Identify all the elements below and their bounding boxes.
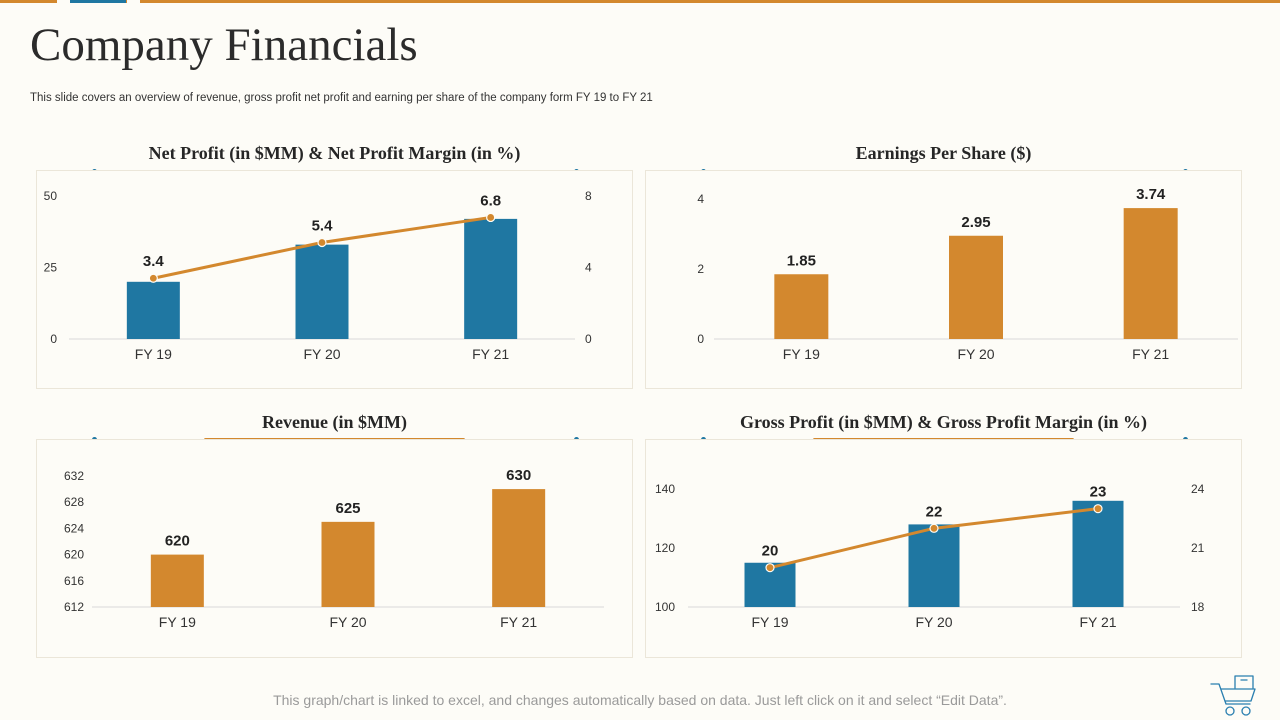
x-tick-label: FY 19 xyxy=(159,614,196,630)
bar xyxy=(150,554,204,607)
chart-title-net-profit: Net Profit (in $MM) & Net Profit Margin … xyxy=(148,143,521,163)
data-label: 5.4 xyxy=(312,217,334,234)
data-label: 6.8 xyxy=(480,192,501,209)
data-label: 3.74 xyxy=(1136,186,1166,203)
y-left-tick-label: 0 xyxy=(50,332,57,346)
bar xyxy=(295,244,349,339)
data-label: 2.95 xyxy=(961,214,990,231)
data-label: 22 xyxy=(926,503,943,520)
x-tick-label: FY 20 xyxy=(329,614,366,630)
x-tick-label: FY 19 xyxy=(783,346,820,362)
data-label: 23 xyxy=(1090,484,1107,501)
data-label: 630 xyxy=(506,467,531,484)
page-subtitle: This slide covers an overview of revenue… xyxy=(30,92,653,104)
y-left-tick-label: 100 xyxy=(655,600,675,614)
top-blue-accent xyxy=(70,0,126,3)
y-right-tick-label: 24 xyxy=(1191,482,1205,496)
y-left-tick-label: 632 xyxy=(64,469,84,483)
x-tick-label: FY 20 xyxy=(303,346,340,362)
chart-title-revenue: Revenue (in $MM) xyxy=(262,412,407,432)
line-point xyxy=(317,237,327,248)
bar xyxy=(1072,500,1124,607)
x-tick-label: FY 21 xyxy=(500,614,537,630)
net-profit-chart-svg: 0 25 50 0 4 8 FY 19 FY 20 FY 21 3.4 5.4 6.8 xyxy=(44,189,592,362)
data-label: 3.4 xyxy=(143,253,165,270)
y-right-tick-label: 18 xyxy=(1191,600,1205,614)
bar xyxy=(492,489,546,607)
data-label: 620 xyxy=(165,533,190,550)
data-label: 625 xyxy=(335,500,360,517)
gross-profit-chart: 100 120 140 18 21 24 FY 19 FY 20 FY 21 20 22 23 xyxy=(645,439,1242,658)
gross-profit-chart-svg: 100 120 140 18 21 24 FY 19 FY 20 FY 21 20 22 23 xyxy=(655,482,1205,630)
bar xyxy=(908,524,960,607)
line-point xyxy=(1093,504,1103,514)
chart-title-eps: Earnings Per Share ($) xyxy=(855,143,1032,163)
x-tick-label: FY 19 xyxy=(751,614,788,630)
y-left-tick-label: 620 xyxy=(64,548,84,562)
y-left-tick-label: 624 xyxy=(64,521,84,535)
y-left-tick-label: 612 xyxy=(64,600,84,614)
bar xyxy=(949,235,1003,339)
y-left-tick-label: 616 xyxy=(64,574,84,588)
top-line-gap xyxy=(127,0,140,3)
y-left-tick-label: 2 xyxy=(697,262,704,276)
y-left-tick-label: 25 xyxy=(44,261,58,275)
y-right-tick-label: 21 xyxy=(1191,541,1205,555)
bar xyxy=(464,218,518,339)
line-point xyxy=(148,273,158,283)
y-right-tick-label: 8 xyxy=(585,189,592,203)
x-tick-label: FY 21 xyxy=(1079,614,1116,630)
x-tick-label: FY 21 xyxy=(1132,346,1169,362)
x-tick-label: FY 20 xyxy=(915,614,952,630)
y-right-tick-label: 0 xyxy=(585,332,592,346)
top-line-gap xyxy=(57,0,70,3)
revenue-chart-svg: 612 616 620 624 628 632 FY 19 FY 20 FY 21 620 625 6… xyxy=(64,467,604,630)
x-tick-label: FY 21 xyxy=(472,346,509,362)
revenue-chart: 612 616 620 624 628 632 FY 19 FY 20 FY 21 620 625 6… xyxy=(36,439,633,658)
line-point xyxy=(486,212,496,223)
chart-title-gross-profit: Gross Profit (in $MM) & Gross Profit Mar… xyxy=(739,412,1148,432)
x-tick-label: FY 20 xyxy=(957,346,994,362)
top-accent-line xyxy=(0,0,1280,3)
page-title: Company Financials xyxy=(30,19,418,71)
y-left-tick-label: 120 xyxy=(655,541,675,555)
data-label: 1.85 xyxy=(787,252,816,269)
bar xyxy=(126,281,180,339)
y-left-tick-label: 4 xyxy=(697,192,704,206)
eps-chart-svg: 0 2 4 FY 19 FY 20 FY 21 1.85 2.95 3.74 xyxy=(697,186,1238,362)
x-tick-label: FY 19 xyxy=(135,346,172,362)
line-point xyxy=(929,523,939,533)
bar xyxy=(774,274,829,339)
bar xyxy=(1123,208,1178,339)
y-left-tick-label: 140 xyxy=(655,482,675,496)
net-profit-chart: 0 25 50 0 4 8 FY 19 FY 20 FY 21 3.4 5.4 6.8 xyxy=(36,170,633,389)
y-left-tick-label: 0 xyxy=(697,332,704,346)
shopping-cart-icon xyxy=(1210,675,1256,716)
bar xyxy=(321,521,375,607)
data-label: 20 xyxy=(762,543,779,560)
footnote: This graph/chart is linked to excel, and… xyxy=(273,692,1007,708)
y-right-tick-label: 4 xyxy=(585,261,592,275)
eps-chart: 0 2 4 FY 19 FY 20 FY 21 1.85 2.95 3.74 xyxy=(645,170,1242,389)
y-left-tick-label: 50 xyxy=(44,189,58,203)
line-point xyxy=(765,563,775,573)
y-left-tick-label: 628 xyxy=(64,495,84,509)
